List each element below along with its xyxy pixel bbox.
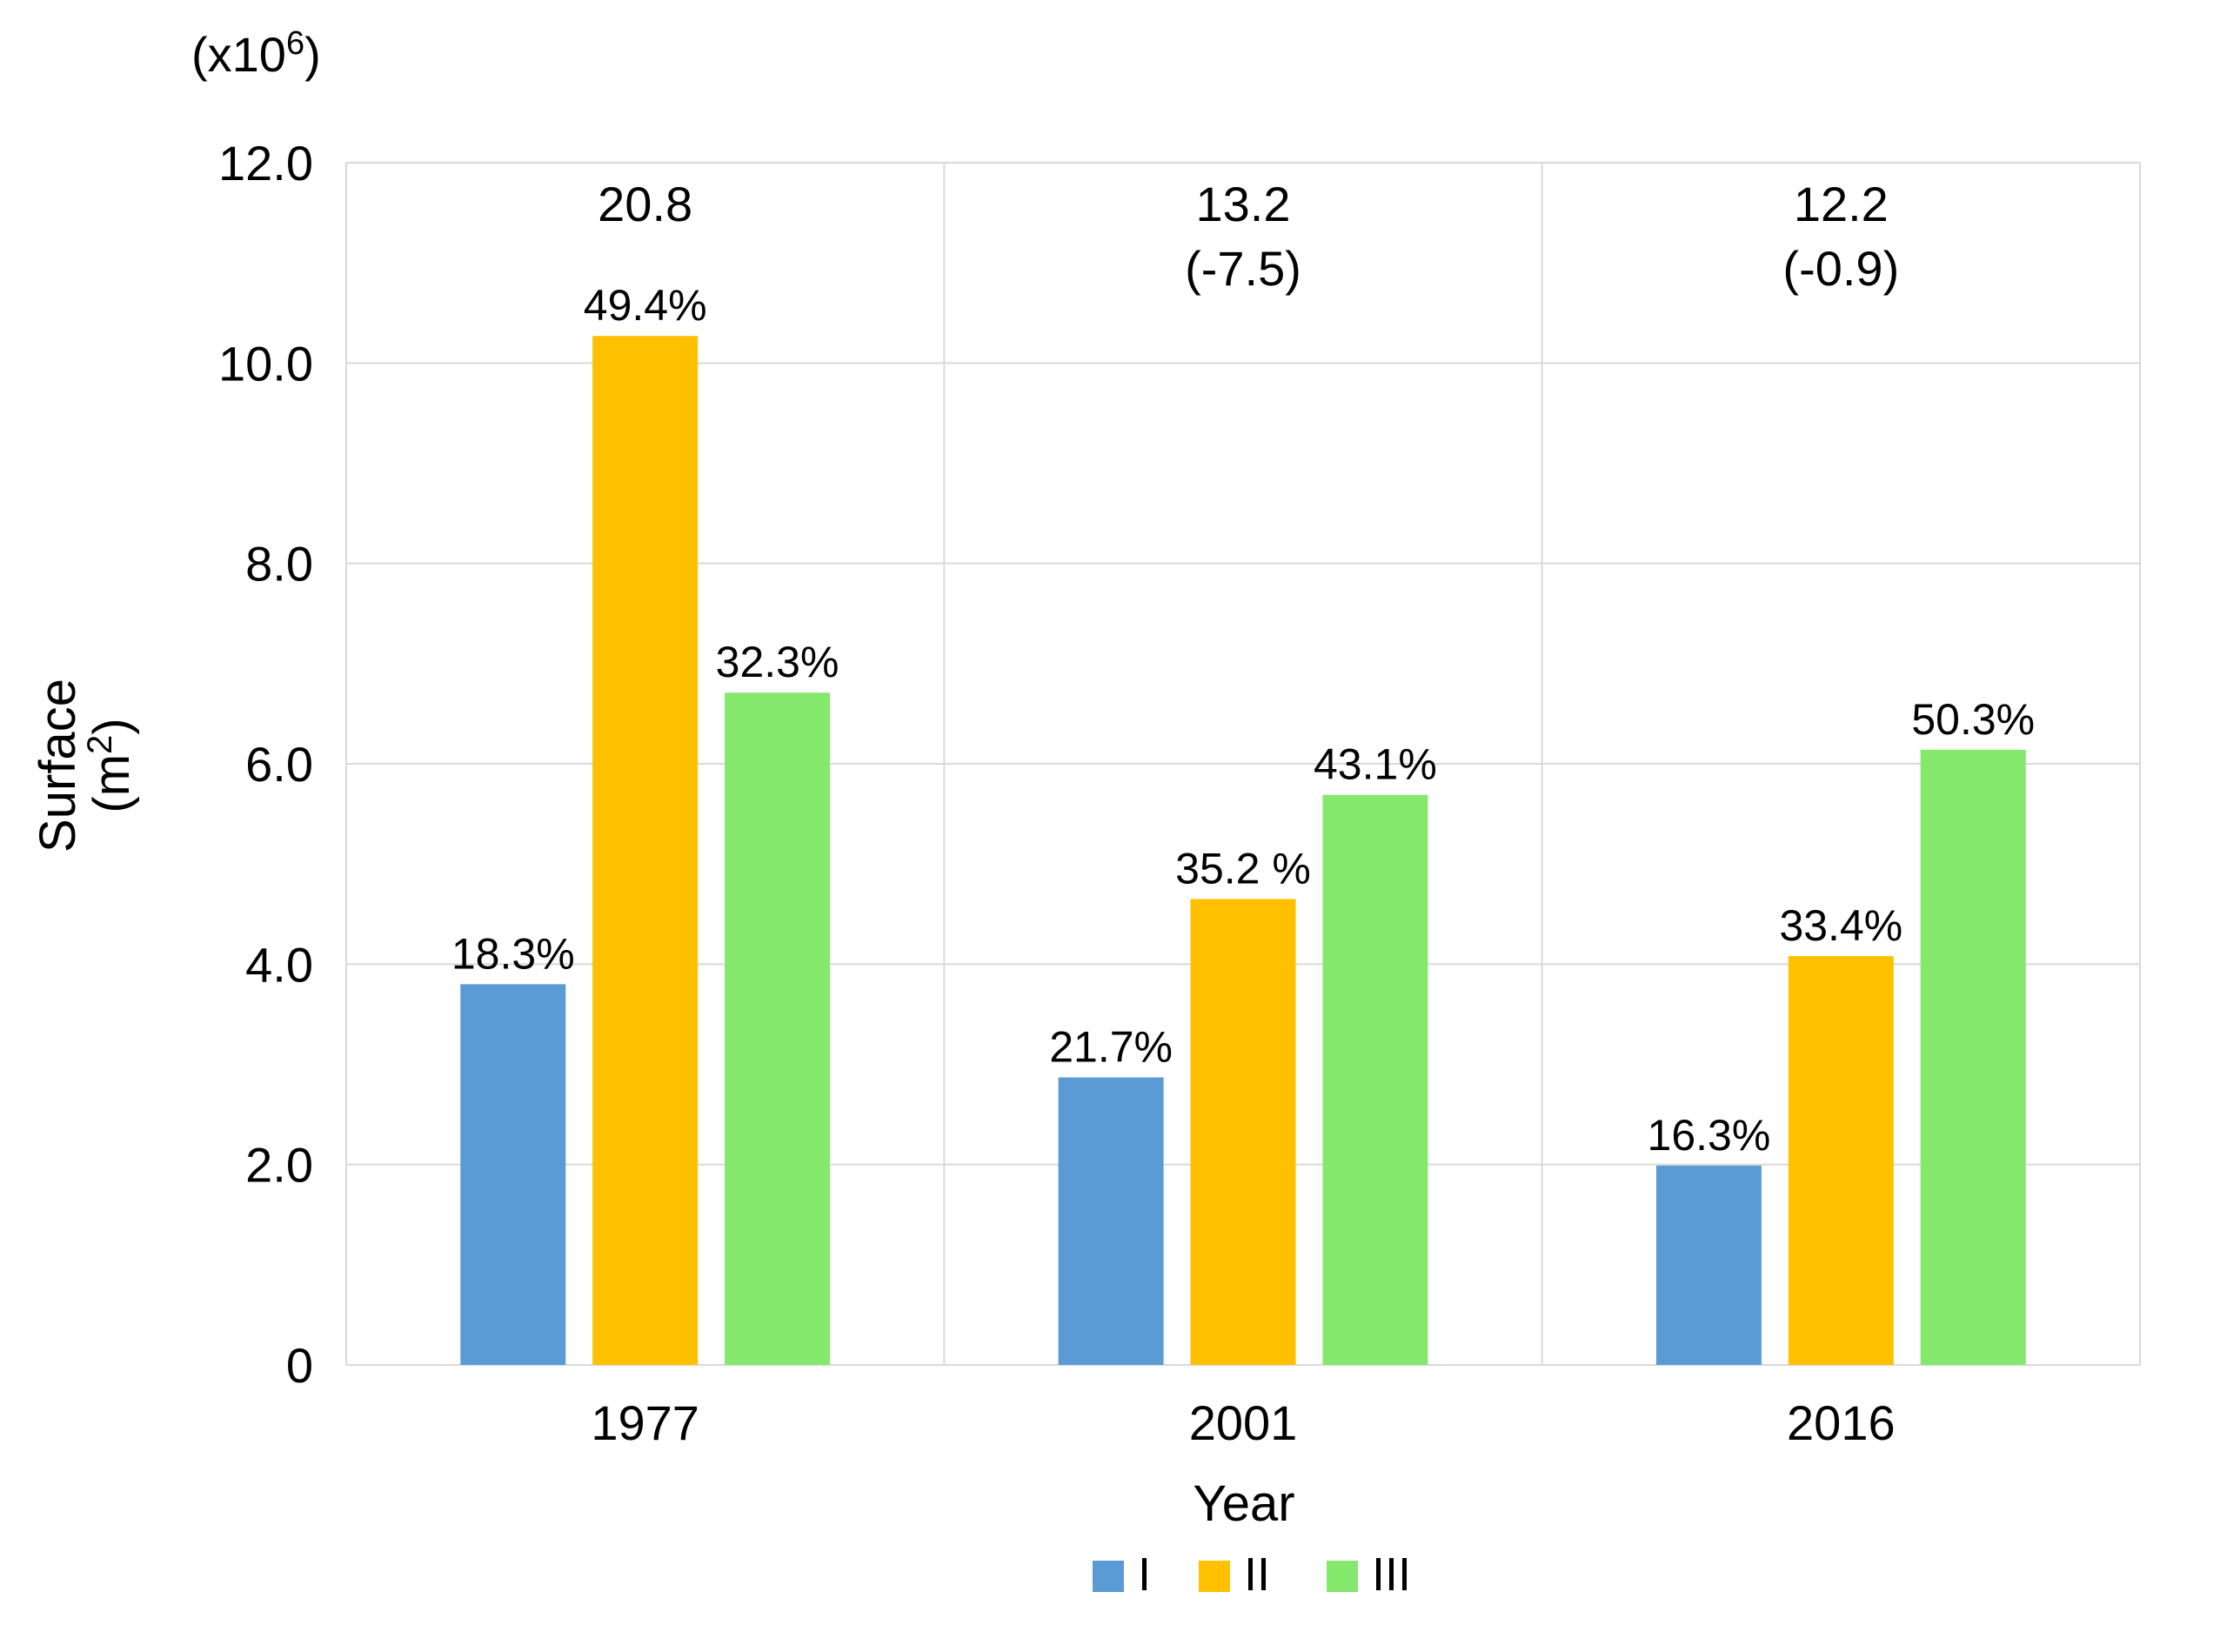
x-axis-title: Year <box>1193 1475 1294 1532</box>
total-value: 13.2 <box>1196 177 1291 231</box>
x-tick-label: 2016 <box>1787 1395 1896 1450</box>
data-label: 35.2 % <box>1175 844 1311 893</box>
data-label: 21.7% <box>1049 1022 1173 1071</box>
y-tick-label: 0 <box>286 1338 313 1393</box>
y-tick-label: 12.0 <box>218 136 313 191</box>
bar-III-1977 <box>725 692 831 1365</box>
total-value: 20.8 <box>598 177 692 231</box>
x-tick-label: 1977 <box>591 1395 699 1450</box>
data-label: 32.3% <box>716 638 839 686</box>
bar-I-2016 <box>1655 1165 1762 1365</box>
y-axis-title-line1: Surface <box>30 679 86 853</box>
data-label: 43.1% <box>1314 740 1437 789</box>
bar-III-2001 <box>1322 794 1428 1365</box>
bar-II-2001 <box>1190 899 1296 1365</box>
data-label: 49.4% <box>584 281 707 330</box>
data-label: 18.3% <box>451 929 575 978</box>
legend-label-III: III <box>1372 1548 1411 1601</box>
bar-I-1977 <box>460 984 566 1365</box>
bar-I-2001 <box>1058 1077 1164 1365</box>
y-tick-label: 2.0 <box>245 1138 313 1193</box>
y-tick-label: 4.0 <box>245 937 313 992</box>
total-change: (-0.9) <box>1782 241 1899 296</box>
legend-swatch-II <box>1199 1561 1230 1592</box>
y-axis-title-line2: (m2) <box>81 718 140 813</box>
data-label: 50.3% <box>1911 695 2035 744</box>
x-tick-label: 2001 <box>1189 1395 1298 1450</box>
bar-II-2016 <box>1788 956 1894 1365</box>
legend-label-I: I <box>1138 1548 1151 1601</box>
bar-II-1977 <box>592 336 699 1366</box>
y-tick-label: 6.0 <box>245 737 313 792</box>
label-layer: 0 2.0 4.0 6.0 8.0 10.0 12.0 18.3% 49.4% 32.3% 1977… <box>218 136 2035 1450</box>
bar-III-2016 <box>1920 749 2026 1365</box>
data-label: 33.4% <box>1779 901 1902 950</box>
bar-layer <box>460 336 2026 1366</box>
legend-swatch-III <box>1327 1561 1358 1592</box>
y-tick-label: 8.0 <box>245 537 313 592</box>
y-axis-title: Surface (m2) <box>30 679 140 853</box>
legend-swatch-I <box>1093 1561 1124 1592</box>
y-tick-label: 10.0 <box>218 336 313 391</box>
unit-note: (x106) <box>191 25 321 82</box>
legend: I II III <box>1093 1548 1411 1601</box>
data-label: 16.3% <box>1648 1111 1771 1160</box>
total-value: 12.2 <box>1794 177 1889 231</box>
total-change: (-7.5) <box>1185 241 1301 296</box>
legend-label-II: II <box>1244 1548 1270 1601</box>
